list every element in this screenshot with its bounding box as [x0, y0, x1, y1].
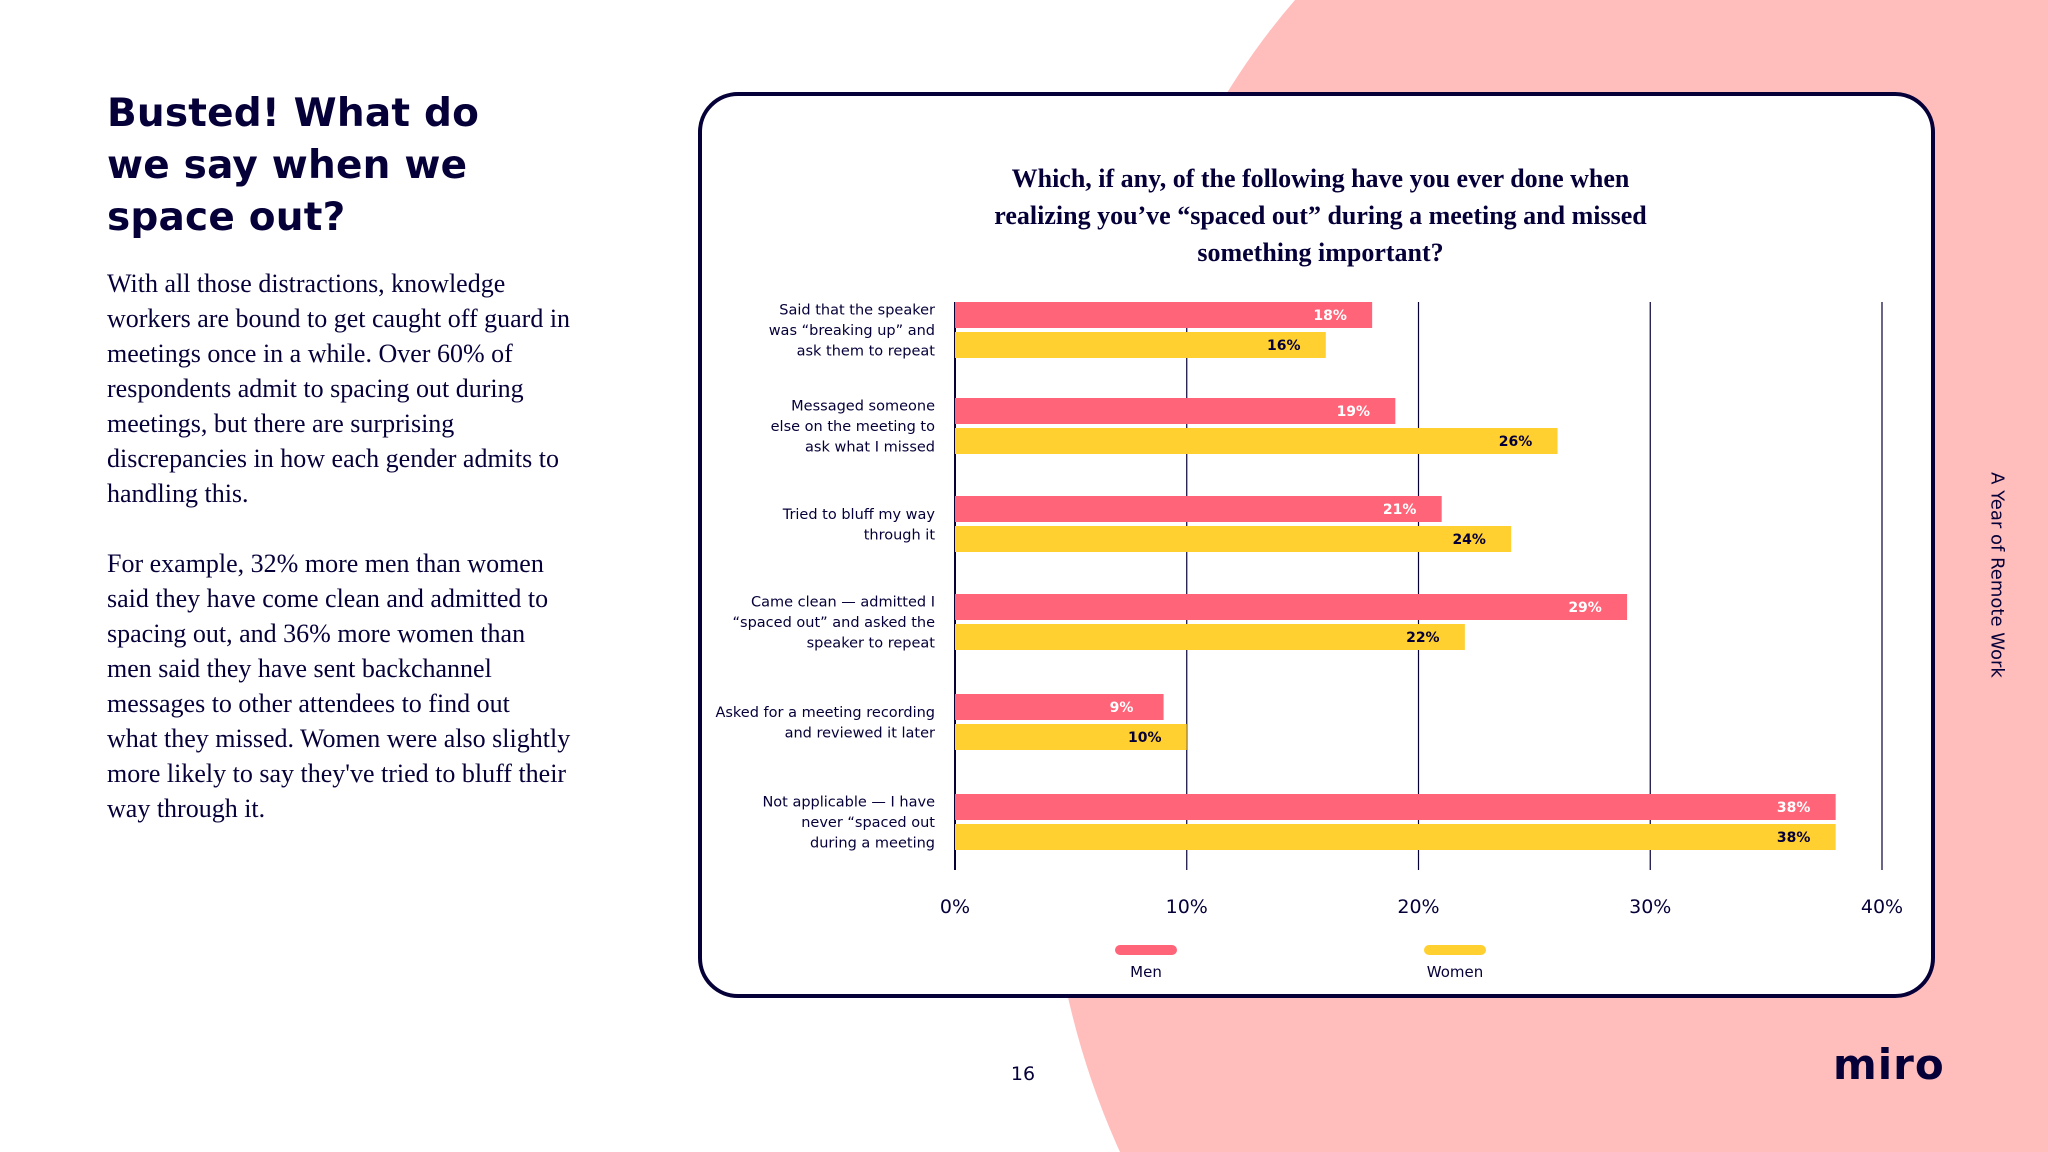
x-tick-label: 0% — [940, 896, 970, 918]
body-line: men said they have sent backchannel — [107, 654, 492, 683]
body-line: more likely to say they've tried to bluf… — [107, 759, 567, 788]
category-label: ask what I missed — [805, 440, 935, 456]
body-line: handling this. — [107, 479, 249, 508]
page-heading: Busted! What do we say when we space out… — [107, 88, 547, 244]
category-label: Came clean — admitted I — [751, 595, 935, 611]
bar-women — [955, 624, 1465, 650]
x-tick-label: 20% — [1397, 896, 1439, 918]
category-label: and reviewed it later — [785, 725, 935, 741]
data-label: 10% — [1128, 730, 1162, 746]
body-line: what they missed. Women were also slight… — [107, 724, 571, 753]
bar-men — [955, 302, 1373, 328]
legend-swatch-men — [1115, 945, 1177, 955]
data-label: 9% — [1110, 700, 1134, 716]
body-paragraph: With all those distractions, knowledge w… — [107, 266, 627, 511]
data-label: 38% — [1777, 830, 1811, 846]
data-label: 22% — [1406, 630, 1440, 646]
body-line: meetings, but there are surprising — [107, 409, 455, 438]
bar-women — [955, 526, 1512, 552]
bar-men — [955, 496, 1442, 522]
x-tick-label: 10% — [1166, 896, 1208, 918]
data-label: 29% — [1568, 600, 1602, 616]
category-label: through it — [864, 527, 936, 543]
data-label: 18% — [1313, 308, 1347, 324]
body-paragraph: For example, 32% more men than women sai… — [107, 546, 627, 826]
body-line: respondents admit to spacing out during — [107, 374, 524, 403]
data-label: 21% — [1383, 502, 1417, 518]
body-line: meetings once in a while. Over 60% of — [107, 339, 513, 368]
body-line: spacing out, and 36% more women than — [107, 619, 526, 648]
category-label: Said that the speaker — [779, 303, 935, 319]
category-label: Messaged someone — [791, 399, 935, 415]
data-label: 38% — [1777, 800, 1811, 816]
bar-men — [955, 398, 1396, 424]
x-tick-label: 30% — [1629, 896, 1671, 918]
bar-women — [955, 724, 1187, 750]
category-label: never “spaced out — [801, 815, 935, 831]
heading-line: space out? — [107, 195, 346, 240]
chart-title-line: Which, if any, of the following have you… — [1011, 164, 1630, 193]
chart-title-line: realizing you’ve “spaced out” during a m… — [994, 201, 1647, 230]
heading-line: we say when we — [107, 143, 468, 188]
chart-title: Which, if any, of the following have you… — [702, 160, 1939, 271]
x-tick-label: 40% — [1861, 896, 1903, 918]
data-label: 16% — [1267, 338, 1301, 354]
category-label: was “breaking up” and — [769, 323, 935, 339]
chart-title-line: something important? — [1197, 238, 1444, 267]
category-label: Asked for a meeting recording — [715, 705, 935, 721]
bar-men — [955, 794, 1836, 820]
side-label: A Year of Remote Work — [1986, 472, 2008, 678]
chart-card: Which, if any, of the following have you… — [698, 92, 1935, 998]
bar-men — [955, 694, 1164, 720]
category-label: “spaced out” and asked the — [733, 615, 936, 631]
bar-women — [955, 824, 1836, 850]
legend-swatch-women — [1424, 945, 1486, 955]
body-text: With all those distractions, knowledge w… — [107, 266, 627, 826]
body-line: workers are bound to get caught off guar… — [107, 304, 571, 333]
body-line: discrepancies in how each gender admits … — [107, 444, 559, 473]
category-label: Tried to bluff my way — [782, 507, 936, 523]
page-number: 16 — [1010, 1063, 1036, 1085]
data-label: 19% — [1337, 404, 1371, 420]
bar-women — [955, 332, 1326, 358]
data-label: 24% — [1452, 532, 1486, 548]
category-label: during a meeting — [810, 836, 935, 852]
category-label: Not applicable — I have — [762, 795, 935, 811]
body-line: said they have come clean and admitted t… — [107, 584, 549, 613]
bar-women — [955, 428, 1558, 454]
data-label: 26% — [1499, 434, 1533, 450]
bar-chart: 18% 16% Said that the speaker was “breaking… — [715, 302, 1903, 981]
category-label: ask them to repeat — [797, 344, 936, 360]
body-line: With all those distractions, knowledge — [107, 269, 506, 298]
heading-line: Busted! What do — [107, 91, 480, 136]
category-label: else on the meeting to — [771, 419, 935, 435]
body-line: messages to other attendees to find out — [107, 689, 510, 718]
body-line: For example, 32% more men than women — [107, 549, 544, 578]
miro-logo: miro — [1833, 1040, 1945, 1089]
body-line: way through it. — [107, 794, 266, 823]
legend-label-men: Men — [1130, 963, 1162, 981]
category-label: speaker to repeat — [807, 636, 936, 652]
bar-men — [955, 594, 1628, 620]
legend-label-women: Women — [1427, 963, 1483, 981]
